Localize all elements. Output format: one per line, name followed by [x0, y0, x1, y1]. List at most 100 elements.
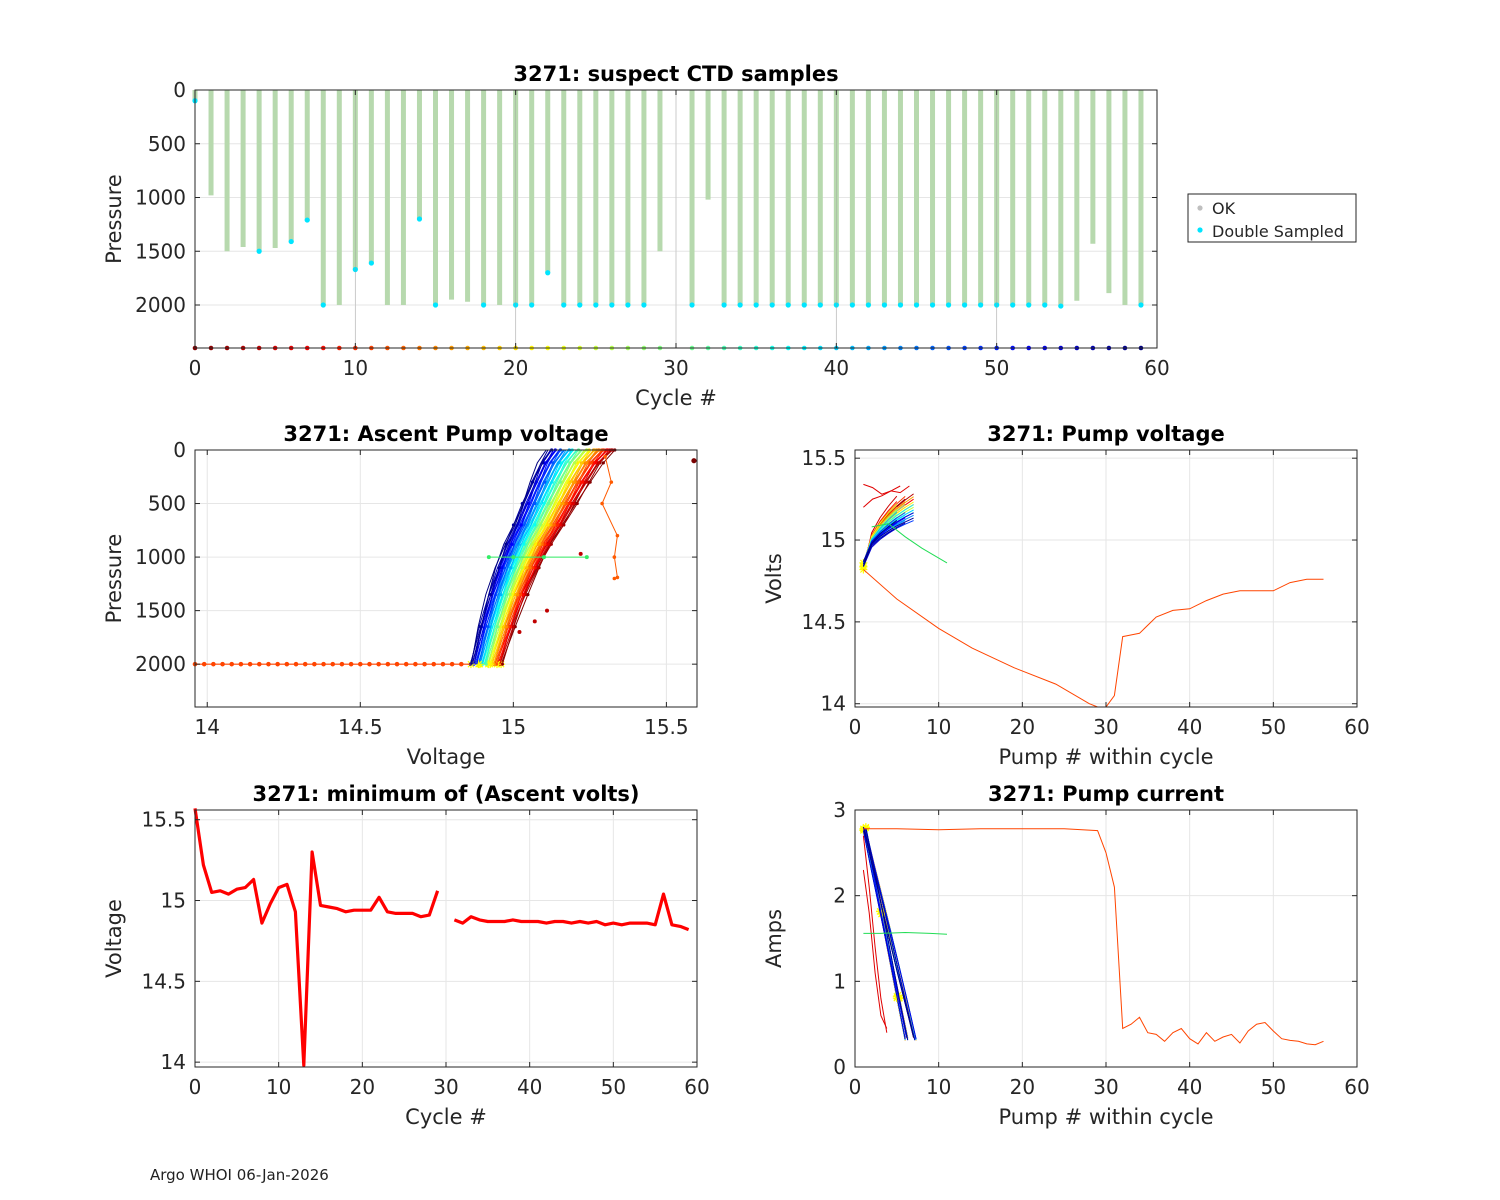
y-tick-label: 14	[821, 692, 846, 716]
axes-box	[194, 449, 698, 708]
ascent-point	[565, 501, 569, 506]
ascent-point	[536, 566, 540, 570]
x-tick-label: 0	[849, 715, 862, 739]
double-sampled-point	[721, 302, 727, 308]
x-tick-label: 0	[849, 1075, 862, 1099]
ascent-point	[603, 454, 607, 459]
ascent-profile	[490, 449, 587, 665]
legend-ok-marker	[1197, 205, 1203, 211]
ascent-point	[578, 551, 583, 556]
x-axis-label: Voltage	[407, 745, 486, 769]
double-sampled-point	[625, 302, 631, 308]
ascent-point	[615, 533, 620, 538]
ascent-point	[556, 523, 560, 527]
chart-minv: 0 10 20 30 40 50 60 14 14.5 15 15.5 3271: minimum o…	[102, 782, 710, 1129]
pump-current-flat-series	[863, 931, 948, 935]
legend-ok-label: OK	[1212, 199, 1236, 218]
x-axis-label: Cycle #	[635, 386, 717, 410]
ascent-profile	[473, 449, 554, 665]
legend-box	[1187, 193, 1357, 243]
x-axis-label: Cycle #	[405, 1105, 487, 1129]
y-tick-label: 15.5	[801, 446, 846, 470]
ascent-profile	[475, 449, 565, 665]
x-tick-label: 50	[601, 1075, 626, 1099]
ascent-point	[575, 501, 579, 506]
ascent-point	[532, 619, 537, 624]
double-sampled-point	[962, 302, 968, 308]
x-tick-label: 60	[1344, 715, 1369, 739]
ascent-point	[571, 480, 575, 484]
ascent-point	[489, 592, 493, 597]
double-sampled-point	[737, 302, 743, 308]
x-tick-label: 50	[1261, 1075, 1286, 1099]
y-tick-label: 3	[833, 798, 846, 822]
legend: OK Double Sampled	[1187, 193, 1357, 243]
ascent-point	[600, 501, 604, 506]
x-tick-label: 20	[1010, 715, 1035, 739]
y-tick-label: 1000	[135, 545, 186, 569]
y-tick-label: 1	[833, 969, 846, 993]
legend-double-label: Double Sampled	[1212, 222, 1344, 241]
plot-area	[195, 450, 697, 707]
axes: 0 10 20 30 40 50 60 0 500 1000 1500 2000 3271: suspe…	[102, 62, 1170, 410]
ascent-point	[557, 501, 561, 506]
ascent-point	[589, 461, 593, 465]
ascent-point	[609, 480, 614, 484]
double-sampled-point	[545, 270, 551, 276]
chart-ascent: 14 14.5 15 15.5 0 500 1000 1500 2000 3271: Ascent…	[102, 422, 698, 769]
ascent-point	[537, 542, 541, 546]
double-sampled-point	[1010, 302, 1016, 308]
ascent-point	[517, 630, 522, 635]
ascent-point	[562, 523, 566, 527]
x-tick-label: 40	[1177, 715, 1202, 739]
x-tick-label: 10	[926, 715, 951, 739]
axes-box	[854, 449, 1358, 708]
x-tick-label: 20	[1010, 1075, 1035, 1099]
y-tick-label: 0	[173, 438, 186, 462]
ascent-point	[521, 592, 525, 597]
y-axis-label: Volts	[762, 553, 786, 604]
ascent-point	[500, 662, 504, 666]
ascent-profile	[487, 449, 585, 665]
ascent-point	[494, 662, 499, 666]
ascent-point	[495, 625, 499, 629]
ascent-profile	[496, 449, 599, 665]
pump-voltage-series	[863, 485, 910, 508]
y-tick-label: 15	[161, 889, 186, 913]
plot-data	[859, 823, 1324, 1046]
ascent-point	[561, 501, 565, 506]
ascent-point	[519, 523, 523, 527]
ascent-point	[596, 461, 601, 465]
x-tick-label: 15	[501, 715, 526, 739]
x-tick-label: 10	[343, 356, 368, 380]
ascent-point	[520, 566, 524, 570]
double-sampled-point	[897, 302, 904, 308]
chart-ctd: 0 10 20 30 40 50 60 0 500 1000 1500 2000 3271: suspe…	[102, 62, 1357, 410]
ascent-point	[510, 542, 514, 546]
ascent-point	[528, 566, 532, 570]
x-tick-label: 0	[189, 356, 202, 380]
ascent-point	[612, 576, 617, 581]
x-tick-label: 30	[1093, 1075, 1118, 1099]
y-tick-label: 0	[833, 1055, 846, 1079]
ascent-point	[492, 662, 496, 666]
double-sampled-point	[1026, 302, 1032, 308]
pump-current-series	[862, 835, 888, 1033]
y-tick-label: 500	[148, 492, 186, 516]
ascent-profile	[491, 449, 600, 665]
x-tick-label: 60	[684, 1075, 709, 1099]
plot-data	[193, 808, 690, 1068]
y-axis-label: Voltage	[102, 899, 126, 978]
plot-data	[192, 448, 697, 669]
ascent-point	[542, 480, 547, 484]
double-sampled-point	[1042, 302, 1048, 308]
double-sampled-point	[1138, 302, 1144, 308]
y-tick-label: 2000	[135, 293, 186, 317]
chart-title: 3271: suspect CTD samples	[513, 62, 838, 86]
start-marker	[861, 823, 870, 832]
ascent-point	[497, 566, 501, 570]
y-tick-label: 15.5	[141, 808, 186, 832]
x-tick-label: 30	[663, 356, 688, 380]
ascent-point	[545, 608, 550, 613]
axes-box	[854, 809, 1358, 1068]
